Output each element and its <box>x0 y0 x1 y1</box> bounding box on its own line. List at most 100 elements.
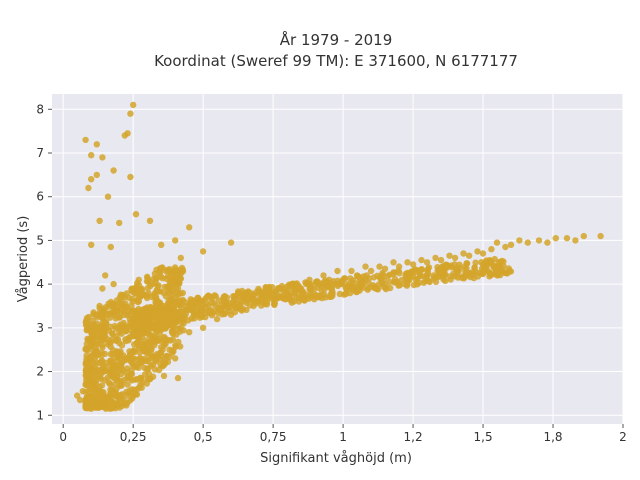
scatter-point <box>94 329 101 336</box>
scatter-point <box>507 241 515 248</box>
scatter-point <box>84 335 91 343</box>
y-tick-label: 7 <box>36 146 44 160</box>
scatter-point <box>93 349 100 356</box>
scatter-point <box>136 384 143 391</box>
scatter-point <box>283 289 291 297</box>
scatter-point <box>146 355 154 362</box>
x-tick-label: 1,5 <box>474 430 493 444</box>
scatter-point <box>128 377 136 384</box>
y-tick-label: 5 <box>36 233 44 247</box>
scatter-point <box>87 343 94 350</box>
scatter-point <box>98 357 106 364</box>
scatter-point <box>156 265 164 272</box>
scatter-point <box>114 373 121 380</box>
scatter-point <box>213 315 221 323</box>
x-tick-label: 0 <box>59 430 67 444</box>
scatter-point <box>146 217 154 224</box>
scatter-point <box>347 275 354 282</box>
scatter-point <box>135 276 142 283</box>
scatter-point <box>455 267 462 275</box>
scatter-point <box>124 399 131 407</box>
scatter-point <box>144 320 151 327</box>
scatter-point <box>107 350 115 358</box>
scatter-point <box>102 304 109 311</box>
scatter-point <box>110 280 117 288</box>
scatter-point <box>110 167 117 174</box>
scatter-point <box>362 263 369 270</box>
scatter-point <box>95 401 103 408</box>
scatter-point <box>88 355 95 362</box>
scatter-point <box>456 261 463 268</box>
scatter-point <box>580 232 587 240</box>
scatter-point <box>175 276 183 283</box>
scatter-point <box>154 318 162 325</box>
data-points <box>74 101 604 412</box>
scatter-point <box>365 284 373 292</box>
scatter-point <box>320 272 327 279</box>
scatter-point <box>130 101 137 109</box>
scatter-point <box>151 270 159 277</box>
scatter-point <box>177 254 184 262</box>
scatter-point <box>85 372 92 380</box>
scatter-point <box>535 237 543 244</box>
scatter-point <box>395 263 403 270</box>
scatter-point <box>478 259 485 266</box>
scatter-point <box>100 389 107 396</box>
scatter-point <box>465 252 473 259</box>
scatter-point <box>524 239 531 246</box>
scatter-point <box>194 311 201 318</box>
scatter-point <box>298 290 306 298</box>
y-tick-label: 8 <box>36 102 44 116</box>
scatter-point <box>199 248 207 255</box>
scatter-point <box>271 301 278 308</box>
scatter-point <box>227 311 235 318</box>
scatter-point <box>307 293 314 301</box>
scatter-point <box>90 385 98 393</box>
scatter-point <box>166 346 173 353</box>
scatter-point <box>106 393 114 400</box>
scatter-point <box>463 260 471 267</box>
scatter-point <box>172 266 179 273</box>
scatter-point <box>306 276 313 283</box>
scatter-point <box>90 309 97 316</box>
scatter-point <box>106 380 114 388</box>
y-tick-label: 2 <box>36 365 44 379</box>
scatter-point <box>169 329 176 336</box>
scatter-point <box>423 259 431 266</box>
scatter-point <box>102 272 109 279</box>
scatter-point <box>440 273 448 280</box>
scatter-point <box>127 110 134 117</box>
scatter-point <box>297 285 305 292</box>
scatter-point <box>462 268 469 275</box>
scatter-point <box>153 356 160 363</box>
scatter-point <box>269 294 277 301</box>
scatter-point <box>197 297 204 304</box>
scatter-point <box>155 366 163 374</box>
scatter-point <box>156 330 163 338</box>
scatter-point <box>280 295 287 302</box>
scatter-point <box>110 308 117 315</box>
scatter-point <box>167 337 174 344</box>
scatter-point <box>124 356 132 363</box>
scatter-point <box>363 272 370 279</box>
scatter-point <box>446 273 454 280</box>
scatter-point <box>118 359 126 366</box>
scatter-point <box>99 342 106 349</box>
scatter-point <box>117 348 124 355</box>
scatter-point <box>141 347 148 354</box>
scatter-point <box>138 359 145 367</box>
scatter-point <box>105 341 112 348</box>
scatter-point <box>93 141 101 148</box>
scatter-point <box>188 315 195 322</box>
scatter-point <box>263 298 271 306</box>
scatter-point <box>82 136 89 144</box>
scatter-point <box>175 338 182 346</box>
x-tick-label: 1,2 <box>404 430 423 444</box>
x-axis-label: Signifikant våghöjd (m) <box>260 451 412 466</box>
scatter-point <box>121 294 128 301</box>
y-axis-label: Vågperiod (s) <box>16 216 31 303</box>
scatter-point <box>102 377 109 384</box>
scatter-point <box>157 361 164 369</box>
scatter-point <box>130 316 137 323</box>
scatter-point <box>158 344 165 351</box>
